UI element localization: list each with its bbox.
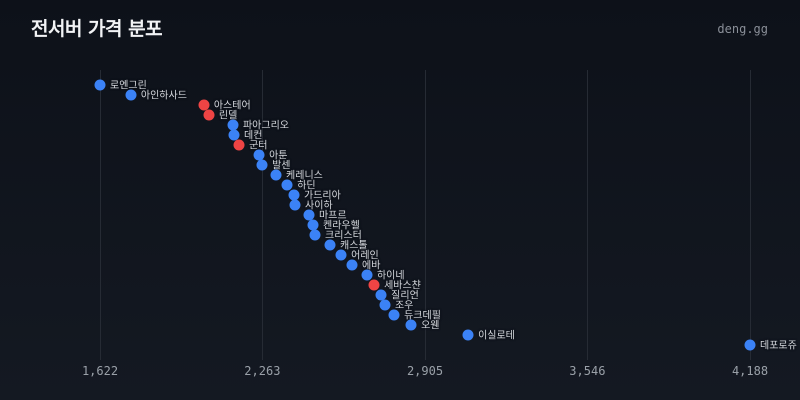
point-label: 크리스터 — [325, 230, 362, 242]
point-label: 아인하사드 — [140, 90, 187, 102]
data-point[interactable] — [270, 169, 282, 181]
point-label: 가드리아 — [304, 190, 341, 202]
point-label: 파아그리오 — [242, 120, 289, 132]
gridline — [100, 70, 101, 360]
x-tick-label: 4,188 — [731, 364, 769, 378]
point-label: 케레니스 — [286, 170, 323, 182]
data-point[interactable] — [233, 139, 245, 151]
point-label: 이실로테 — [478, 330, 515, 342]
data-point[interactable] — [388, 309, 400, 321]
point-label: 군터 — [249, 140, 268, 152]
gridline — [587, 70, 589, 360]
data-point[interactable] — [462, 329, 474, 341]
data-point[interactable] — [228, 129, 240, 141]
data-point[interactable] — [375, 289, 387, 301]
point-label: 린델 — [218, 110, 238, 122]
x-tick-label: 2,263 — [244, 364, 281, 378]
chart-title: 전서버 가격 분포 — [31, 18, 163, 40]
data-point[interactable] — [125, 89, 137, 101]
data-point[interactable] — [227, 119, 239, 131]
data-point[interactable] — [405, 319, 417, 331]
data-point[interactable] — [307, 219, 319, 231]
x-tick-label: 1,622 — [81, 364, 119, 378]
x-tick-label: 2,905 — [406, 364, 444, 378]
data-point[interactable] — [346, 259, 358, 271]
point-label: 캐스톨 — [340, 240, 368, 252]
data-point[interactable] — [94, 79, 106, 91]
data-point[interactable] — [309, 229, 321, 241]
data-point[interactable] — [256, 159, 268, 171]
point-label: 오웬 — [421, 320, 440, 332]
data-point[interactable] — [368, 279, 380, 291]
data-point[interactable] — [335, 249, 347, 261]
point-label: 어레인 — [351, 250, 379, 262]
point-label: 세바스챤 — [384, 280, 421, 292]
point-label: 질리언 — [391, 290, 419, 302]
data-point[interactable] — [198, 99, 210, 111]
point-label: 데포로쥬 — [760, 340, 797, 352]
data-point[interactable] — [744, 339, 756, 351]
x-tick-label: 3,546 — [569, 364, 606, 378]
gridline — [262, 70, 264, 360]
point-label: 사이하 — [305, 200, 333, 212]
gridline — [425, 70, 426, 360]
point-label: 아스테어 — [213, 100, 251, 112]
point-label: 하이네 — [376, 270, 405, 282]
data-point[interactable] — [203, 109, 215, 121]
point-label: 하딘 — [297, 180, 316, 192]
gridline — [750, 70, 751, 360]
point-label: 아툰 — [269, 150, 288, 162]
data-point[interactable] — [281, 179, 293, 191]
point-label: 데컨 — [244, 130, 263, 142]
point-label: 듀크데필 — [404, 310, 441, 322]
data-point[interactable] — [288, 189, 300, 201]
data-point[interactable] — [324, 239, 336, 251]
data-point[interactable] — [379, 299, 391, 311]
brand-label: deng.gg — [717, 22, 768, 36]
data-point[interactable] — [361, 269, 373, 281]
data-point[interactable] — [253, 149, 265, 161]
point-label: 켄라우헬 — [323, 220, 360, 232]
point-label: 발센 — [272, 160, 291, 172]
point-label: 마프르 — [318, 210, 347, 222]
point-label: 로엔그린 — [110, 80, 147, 92]
point-label: 조우 — [394, 300, 414, 312]
data-point[interactable] — [289, 199, 301, 211]
point-label: 에바 — [362, 260, 381, 272]
data-point[interactable] — [303, 209, 315, 221]
